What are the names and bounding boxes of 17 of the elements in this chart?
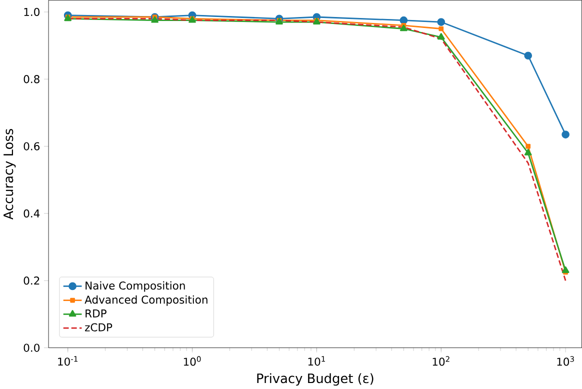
x-tick-label: 10$^{3}$	[557, 356, 574, 366]
legend-label: Naive Composition	[86, 281, 185, 292]
x-tick-label: 10$^{-1}$	[58, 356, 78, 366]
y-tick-label: 0.6	[24, 142, 40, 150]
legend-label: RDP	[86, 309, 106, 318]
x-axis-title: Privacy Budget (ε)	[257, 373, 374, 386]
y-tick-label: 0.4	[24, 209, 40, 218]
legend-label: Advanced Composition	[84, 295, 208, 306]
x-tick-label: 10$^{0}$	[184, 356, 201, 366]
y-tick-label: 0.0	[24, 344, 40, 352]
y-tick-label: 0.8	[24, 74, 40, 84]
y-axis-title: Accuracy Loss	[4, 128, 16, 220]
x-tick-label: 10$^{1}$	[308, 356, 325, 366]
y-tick-label: 0.2	[24, 276, 40, 285]
y-tick-label: 1.0	[24, 8, 40, 16]
legend-label: zCDP	[85, 323, 112, 332]
x-tick-label: 10$^{2}$	[432, 356, 450, 366]
